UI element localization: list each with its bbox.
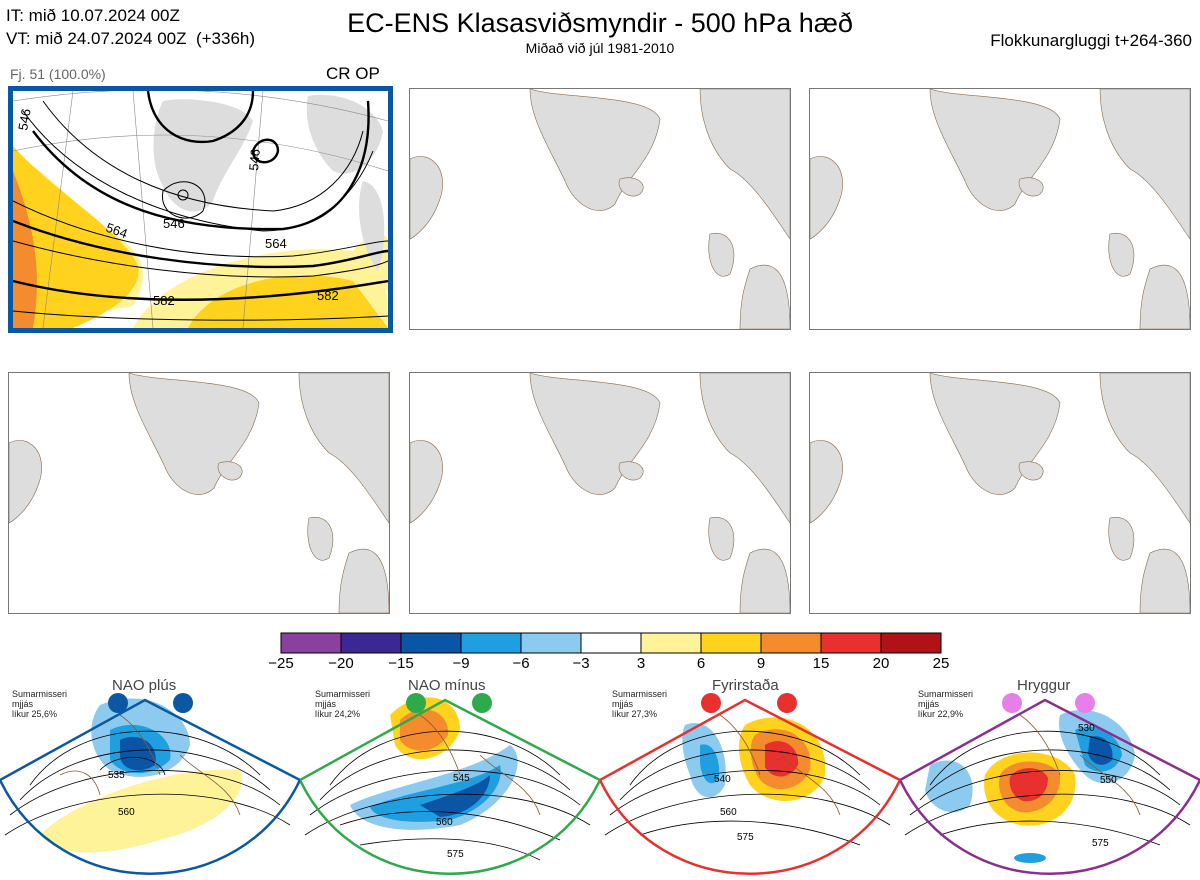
cluster-map-2[interactable]	[409, 88, 791, 330]
regime-probability: líkur 25,6%	[12, 709, 58, 719]
regime-season: Sumarmisseri	[918, 689, 974, 699]
regime-nao-minus: 545 560 575 NAO mínus Sumarmisseri mjjás…	[298, 675, 602, 875]
regime-blocking: 540 560 575 Fyrirstaða Sumarmisseri mjjá…	[598, 675, 902, 875]
colorbar-swatch	[340, 632, 402, 654]
regime-contour-label: 540	[714, 774, 731, 785]
regime-months: mjjás	[918, 699, 940, 709]
colorbar-swatch	[640, 632, 702, 654]
page-title: EC-ENS Klasasviðsmyndir - 500 hPa hæð	[347, 8, 853, 38]
regime-info: Sumarmisseri mjjás líkur 25,6%	[12, 689, 67, 719]
colorbar-swatch	[400, 632, 462, 654]
regime-contour-label: 535	[108, 770, 125, 781]
colorbar-tick-label: 25	[932, 655, 950, 672]
vt-line: VT: mið 24.07.2024 00Z (+336h)	[6, 29, 256, 48]
regime-months: mjjás	[315, 699, 337, 709]
contour-label: 564	[265, 236, 287, 251]
colorbar-swatch	[760, 632, 822, 654]
page-subtitle: Miðað við júl 1981-2010	[525, 40, 675, 56]
regime-title: Fyrirstaða	[712, 677, 779, 694]
regime-months: mjjás	[12, 699, 34, 709]
regime-contour-label: 560	[436, 817, 453, 828]
classification-window: Flokkunargluggi t+264-360	[990, 31, 1192, 50]
regime-season: Sumarmisseri	[12, 689, 68, 699]
colorbar-ticks: −25 −20 −15 −9 −6 −3 3 6 9 15 20 25	[262, 655, 962, 675]
colorbar-swatch	[280, 632, 342, 654]
regime-title: NAO plús	[112, 677, 177, 694]
regime-contour-label: 550	[1100, 775, 1117, 786]
colorbar-swatch	[580, 632, 642, 654]
colorbar-swatch	[880, 632, 942, 654]
regime-info: Sumarmisseri mjjás líkur 27,3%	[612, 689, 667, 719]
it-line: IT: mið 10.07.2024 00Z	[6, 6, 180, 25]
regime-contour-label: 545	[453, 773, 470, 784]
colorbar-tick-label: 20	[872, 655, 890, 672]
regime-contour-label: 560	[118, 807, 135, 818]
contour-label: 546	[163, 216, 185, 231]
colorbar-tick-label: 6	[696, 655, 706, 672]
regime-contour-label: 575	[737, 832, 754, 843]
colorbar-tick-label: −15	[388, 655, 414, 672]
cluster-map-5[interactable]	[409, 372, 791, 614]
regime-probability: líkur 27,3%	[612, 709, 658, 719]
regime-ridge: 530 550 575 Hryggur Sumarmisseri mjjás l…	[898, 675, 1200, 875]
colorbar-swatch	[700, 632, 762, 654]
cluster-tag: CR OP	[326, 64, 380, 83]
contour-label: 546	[246, 148, 263, 171]
regime-info: Sumarmisseri mjjás líkur 24,2%	[315, 689, 370, 719]
contour-label: 546	[15, 108, 34, 132]
contour-label: 582	[153, 293, 175, 308]
colorbar-swatch	[820, 632, 882, 654]
regime-contour-label: 575	[447, 849, 464, 860]
cluster-map-4[interactable]	[8, 372, 390, 614]
contour-label: 564	[104, 220, 130, 242]
colorbar-tick-label: −3	[572, 655, 590, 672]
regime-probability: líkur 22,9%	[918, 709, 964, 719]
contour-label: 582	[317, 288, 339, 303]
colorbar-tick-label: 9	[756, 655, 766, 672]
regime-contour-label: 560	[720, 807, 737, 818]
cluster-map-3[interactable]	[809, 88, 1191, 330]
header-info: IT: mið 10.07.2024 00Z VT: mið 24.07.202…	[6, 4, 255, 50]
colorbar-tick-label: −9	[452, 655, 470, 672]
regime-season: Sumarmisseri	[315, 689, 371, 699]
cluster-label: Fj. 51 (100.0%)	[10, 66, 106, 82]
colorbar-tick-label: 3	[636, 655, 646, 672]
regime-contour-label: 575	[1092, 838, 1109, 849]
regime-contour-label: 530	[1078, 723, 1095, 734]
colorbar-tick-label: −20	[328, 655, 354, 672]
regime-title: Hryggur	[1017, 677, 1071, 694]
colorbar	[280, 632, 942, 654]
regime-info: Sumarmisseri mjjás líkur 22,9%	[918, 689, 973, 719]
regime-title: NAO mínus	[408, 677, 486, 694]
cluster-map-1[interactable]: 546 546 564 564 582 582 546	[8, 86, 393, 333]
cluster-map-6[interactable]	[809, 372, 1191, 614]
colorbar-swatch	[460, 632, 522, 654]
colorbar-tick-label: −25	[268, 655, 294, 672]
colorbar-swatch	[520, 632, 582, 654]
regime-months: mjjás	[612, 699, 634, 709]
colorbar-tick-label: −6	[512, 655, 530, 672]
regime-season: Sumarmisseri	[612, 689, 668, 699]
colorbar-tick-label: 15	[812, 655, 830, 672]
regime-nao-plus: 535 560 NAO plús Sumarmisseri mjjás líku…	[0, 675, 302, 875]
regime-probability: líkur 24,2%	[315, 709, 361, 719]
